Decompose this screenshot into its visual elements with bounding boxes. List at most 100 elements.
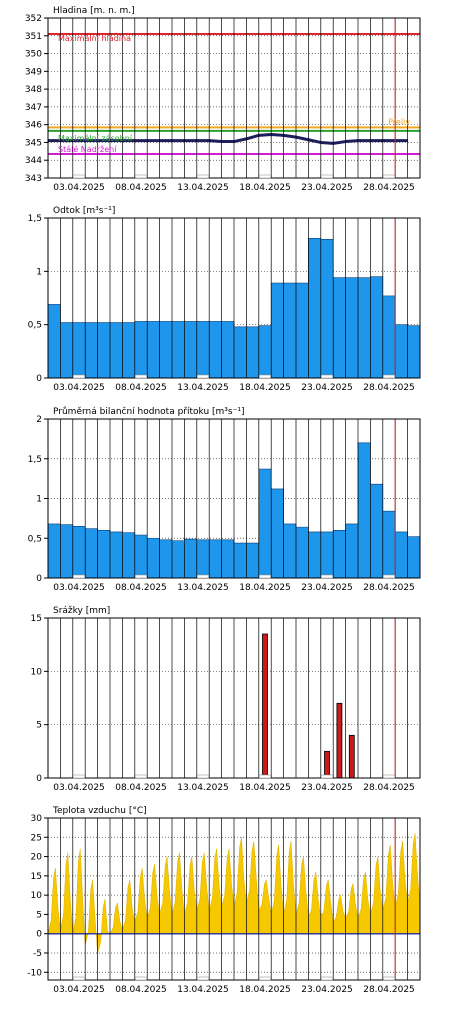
x-tick-marker — [383, 174, 395, 179]
x-tick-marker — [383, 774, 395, 779]
water-level-chart: Hladina [m. n. m.] 343 344 345 346 347 348 349 3… — [25, 6, 421, 193]
y-tick-label: 349 — [25, 67, 42, 77]
precipitation-bar — [336, 702, 343, 779]
y-tick-label: 1,5 — [28, 214, 42, 224]
level-label: Stálé Nadržení — [58, 144, 117, 154]
x-tick-marker — [197, 574, 209, 579]
x-tick-marker — [321, 976, 333, 981]
x-tick-label: 13.04.2025 — [177, 985, 229, 995]
x-tick-label: 08.04.2025 — [115, 985, 167, 995]
y-tick-label: 0 — [36, 930, 42, 940]
x-tick-label: 03.04.2025 — [53, 383, 105, 393]
chart-title: Odtok [m³s⁻¹] — [53, 206, 115, 216]
x-tick-label: 18.04.2025 — [239, 985, 291, 995]
x-tick-marker — [383, 574, 395, 579]
x-tick-label: 13.04.2025 — [177, 783, 229, 793]
y-tick-label: 0 — [36, 774, 42, 784]
x-tick-marker — [321, 374, 333, 379]
x-tick-marker — [259, 174, 271, 179]
plot-frame — [47, 217, 421, 379]
precipitation-bar — [324, 750, 330, 779]
x-tick-label: 13.04.2025 — [177, 183, 229, 193]
y-tick-label: 20 — [31, 853, 43, 863]
y-tick-label: -5 — [33, 949, 42, 959]
x-tick-label: 13.04.2025 — [177, 383, 229, 393]
y-tick-label: 5 — [36, 721, 42, 731]
x-tick-label: 08.04.2025 — [115, 583, 167, 593]
level-label: Přeliv — [388, 117, 410, 126]
x-tick-label: 18.04.2025 — [239, 383, 291, 393]
x-tick-label: 13.04.2025 — [177, 583, 229, 593]
x-tick-marker — [135, 174, 147, 179]
y-tick-label: 5 — [36, 910, 42, 920]
y-tick-label: 1 — [36, 495, 42, 505]
y-tick-label: 0 — [36, 574, 42, 584]
plot-frame — [47, 17, 421, 179]
chart-title: Teplota vzduchu [°C] — [52, 806, 147, 816]
x-tick-marker — [197, 174, 209, 179]
y-tick-label: 347 — [25, 103, 42, 113]
x-tick-label: 23.04.2025 — [301, 583, 353, 593]
plot-frame — [47, 617, 421, 779]
y-tick-label: 0 — [36, 374, 42, 384]
y-tick-label: 344 — [25, 156, 42, 166]
y-tick-label: 343 — [25, 174, 42, 184]
x-tick-label: 08.04.2025 — [115, 783, 167, 793]
x-tick-marker — [135, 574, 147, 579]
plot-frame — [47, 817, 421, 981]
x-tick-label: 03.04.2025 — [53, 583, 105, 593]
precipitation-chart: Srážky [mm] 0 5 10 15 03.04.2025 08.04.2025 13.… — [31, 606, 421, 793]
level-label: Maximální zásobní — [58, 134, 133, 143]
y-tick-label: 0,5 — [28, 534, 42, 544]
x-tick-marker — [135, 774, 147, 779]
y-tick-label: 10 — [31, 891, 43, 901]
x-tick-marker — [321, 174, 333, 179]
x-tick-label: 23.04.2025 — [301, 383, 353, 393]
x-tick-marker — [197, 374, 209, 379]
x-tick-label: 18.04.2025 — [239, 583, 291, 593]
x-tick-label: 08.04.2025 — [115, 383, 167, 393]
x-tick-label: 28.04.2025 — [363, 383, 415, 393]
x-tick-marker — [259, 976, 271, 981]
x-tick-marker — [197, 774, 209, 779]
x-tick-marker — [259, 774, 271, 779]
x-tick-marker — [383, 976, 395, 981]
x-tick-label: 23.04.2025 — [301, 985, 353, 995]
x-tick-marker — [135, 976, 147, 981]
x-tick-label: 28.04.2025 — [363, 583, 415, 593]
precipitation-bar — [348, 734, 355, 779]
x-tick-label: 28.04.2025 — [363, 183, 415, 193]
y-tick-label: 10 — [31, 667, 43, 677]
x-tick-label: 28.04.2025 — [363, 985, 415, 995]
y-tick-label: -10 — [27, 968, 42, 978]
y-tick-label: 1,5 — [28, 455, 42, 465]
y-tick-label: 1 — [36, 267, 42, 277]
x-tick-label: 03.04.2025 — [53, 783, 105, 793]
air-temperature-chart: Teplota vzduchu [°C] -10 -5 0 5 10 15 20 25 30 03.… — [27, 806, 421, 995]
x-tick-marker — [73, 374, 85, 379]
x-tick-marker — [383, 374, 395, 379]
x-tick-marker — [197, 976, 209, 981]
x-tick-label: 23.04.2025 — [301, 183, 353, 193]
inflow-chart: Průměrná bilanční hodnota přítoku [m³s⁻¹… — [28, 406, 421, 593]
x-tick-label: 23.04.2025 — [301, 783, 353, 793]
chart-title: Srážky [mm] — [53, 606, 110, 616]
outflow-chart: Odtok [m³s⁻¹] 0 0,5 1 1,5 03.04.2025 08.04.202… — [28, 206, 421, 393]
chart-title: Průměrná bilanční hodnota přítoku [m³s⁻¹… — [53, 406, 244, 417]
y-tick-label: 345 — [25, 138, 42, 148]
y-tick-label: 2 — [36, 415, 42, 425]
x-tick-marker — [259, 374, 271, 379]
x-tick-label: 08.04.2025 — [115, 183, 167, 193]
x-tick-marker — [73, 774, 85, 779]
y-tick-label: 0,5 — [28, 321, 42, 331]
x-tick-marker — [73, 574, 85, 579]
x-tick-marker — [321, 574, 333, 579]
y-tick-label: 351 — [25, 32, 42, 42]
x-tick-label: 28.04.2025 — [363, 783, 415, 793]
x-tick-label: 18.04.2025 — [239, 783, 291, 793]
y-tick-label: 30 — [31, 814, 43, 824]
x-tick-label: 03.04.2025 — [53, 985, 105, 995]
y-tick-label: 15 — [31, 872, 42, 882]
y-tick-label: 350 — [25, 50, 42, 60]
x-tick-label: 03.04.2025 — [53, 183, 105, 193]
